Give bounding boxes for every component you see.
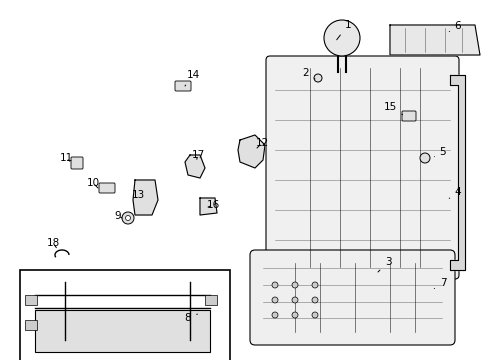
- Circle shape: [291, 282, 297, 288]
- Text: 5: 5: [433, 147, 446, 157]
- Circle shape: [291, 297, 297, 303]
- Circle shape: [122, 212, 134, 224]
- Text: 14: 14: [184, 70, 199, 86]
- Circle shape: [419, 153, 429, 163]
- Text: 13: 13: [131, 190, 144, 200]
- Polygon shape: [389, 25, 479, 55]
- Circle shape: [271, 297, 278, 303]
- Text: 15: 15: [383, 102, 402, 114]
- Circle shape: [311, 297, 317, 303]
- Text: 18: 18: [46, 238, 60, 248]
- FancyBboxPatch shape: [175, 81, 191, 91]
- Polygon shape: [184, 155, 204, 178]
- Text: 11: 11: [59, 153, 73, 163]
- Polygon shape: [133, 180, 158, 215]
- Text: 4: 4: [448, 187, 460, 198]
- Text: 16: 16: [206, 200, 219, 210]
- Circle shape: [311, 312, 317, 318]
- Bar: [35, 310, 209, 352]
- Text: 3: 3: [377, 257, 390, 272]
- Text: 2: 2: [302, 68, 314, 79]
- Bar: [204, 295, 217, 305]
- Polygon shape: [449, 75, 464, 270]
- Text: 17: 17: [191, 150, 204, 160]
- Circle shape: [324, 20, 359, 56]
- FancyBboxPatch shape: [249, 250, 454, 345]
- Circle shape: [125, 216, 130, 220]
- Circle shape: [313, 74, 321, 82]
- Polygon shape: [200, 198, 217, 215]
- Circle shape: [271, 312, 278, 318]
- Circle shape: [291, 312, 297, 318]
- Text: 6: 6: [448, 21, 460, 32]
- Circle shape: [311, 282, 317, 288]
- Text: 1: 1: [336, 20, 350, 40]
- Text: 8: 8: [184, 313, 197, 323]
- Bar: [25, 320, 37, 330]
- FancyBboxPatch shape: [99, 183, 115, 193]
- FancyBboxPatch shape: [265, 56, 458, 279]
- Bar: [25, 295, 37, 305]
- Text: 9: 9: [115, 211, 122, 221]
- Text: 7: 7: [433, 278, 446, 288]
- FancyBboxPatch shape: [401, 111, 415, 121]
- Text: 12: 12: [255, 138, 268, 148]
- FancyBboxPatch shape: [71, 157, 83, 169]
- Polygon shape: [238, 135, 264, 168]
- Text: 10: 10: [86, 178, 100, 188]
- Circle shape: [271, 282, 278, 288]
- Bar: [20, 270, 229, 360]
